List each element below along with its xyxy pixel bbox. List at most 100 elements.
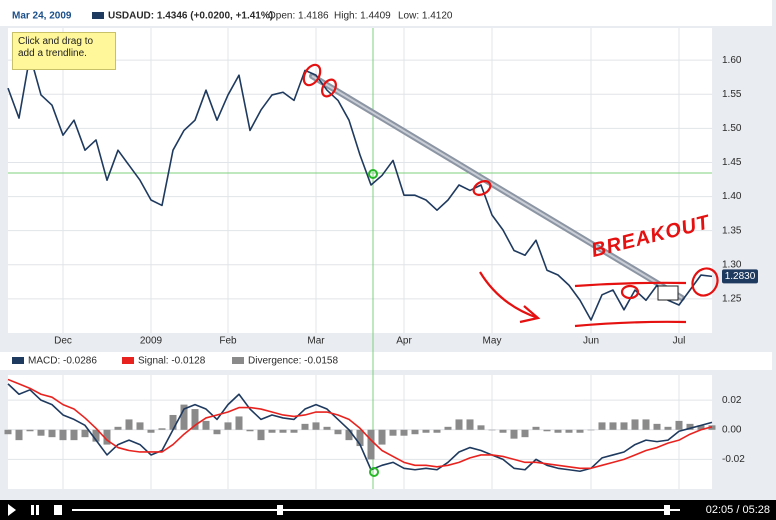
arrow-head [519, 305, 541, 324]
bar [224, 422, 232, 430]
bar [532, 426, 540, 430]
bar [26, 429, 34, 432]
bar [345, 429, 353, 441]
bar [356, 429, 364, 447]
bar [279, 429, 287, 433]
y-tick-label: 1.35 [722, 225, 742, 236]
bar [147, 429, 155, 433]
x-tick-label: Apr [396, 336, 412, 347]
bar [389, 429, 397, 436]
y-tick-label: 0.00 [722, 424, 742, 435]
stat: Low: 1.4120 [398, 11, 453, 22]
bar [444, 426, 452, 430]
pause-button[interactable] [36, 505, 39, 515]
bar [136, 422, 144, 430]
bar [609, 422, 617, 430]
bar [125, 419, 133, 430]
line [7, 383, 713, 473]
arrow [479, 271, 539, 320]
bar [334, 429, 342, 435]
circle [472, 180, 492, 196]
stop-button[interactable] [54, 505, 62, 515]
circle [302, 63, 322, 87]
bar [554, 429, 562, 433]
trendline-inner [311, 75, 683, 299]
x-tick-label: Mar [307, 336, 325, 347]
bar [312, 422, 320, 430]
bar [378, 429, 386, 445]
bar [433, 429, 441, 433]
circle [321, 78, 337, 98]
legend-label: Divergence: -0.0158 [248, 356, 338, 367]
bar [598, 422, 606, 430]
x-tick-label: May [483, 336, 502, 347]
bar [114, 426, 122, 430]
underline [574, 320, 687, 328]
pause-button[interactable] [31, 505, 34, 515]
legend-label: MACD: -0.0286 [28, 356, 97, 367]
bar [664, 426, 672, 430]
date: Mar 24, 2009 [12, 11, 72, 22]
x-tick-label: Jul [673, 336, 686, 347]
marker [369, 467, 379, 477]
last-price-box [722, 269, 758, 284]
progress-end [664, 505, 670, 515]
bar [455, 419, 463, 430]
bar [59, 429, 67, 441]
bar [70, 429, 78, 441]
play-button[interactable] [8, 504, 16, 516]
bar [158, 428, 166, 430]
tooltip: Click and drag to add a trendline. [12, 32, 116, 70]
bar [675, 420, 683, 430]
y-tick-label: 0.02 [722, 395, 742, 406]
bar [466, 419, 474, 430]
bar [169, 414, 177, 430]
bar [510, 429, 518, 439]
x-tick-label: Feb [219, 336, 237, 347]
legend-label: USDAUD: 1.4346 (+0.0200, +1.41%) [108, 11, 273, 22]
bar [37, 429, 45, 436]
last-price-label: 1.2830 [725, 271, 756, 282]
y-tick-label: 1.60 [722, 55, 742, 66]
bar [587, 429, 595, 431]
legend-swatch [12, 357, 24, 364]
bar [631, 419, 639, 430]
bar [411, 429, 419, 435]
legend-swatch [122, 357, 134, 364]
bar [499, 429, 507, 433]
bar [213, 429, 221, 435]
bar [246, 429, 254, 432]
bar [257, 429, 265, 441]
bar [367, 429, 375, 460]
y-tick-label: 1.40 [722, 191, 742, 202]
x-tick-label: 2009 [140, 336, 163, 347]
bar [686, 423, 694, 430]
bar [48, 429, 56, 438]
bar [422, 429, 430, 433]
bar [268, 429, 276, 433]
bar [323, 426, 331, 430]
progress-knob[interactable] [277, 505, 283, 515]
y-tick-label: 1.30 [722, 259, 742, 270]
header-bar [0, 0, 772, 26]
marker [368, 169, 378, 179]
bar [4, 429, 12, 435]
y-tick-label: 1.25 [722, 294, 742, 305]
annotations [302, 63, 719, 328]
bar [81, 429, 89, 438]
bar [565, 429, 573, 433]
bar [521, 429, 529, 438]
price-plot [8, 28, 712, 333]
y-tick-label: 1.55 [722, 89, 742, 100]
x-tick-label: Dec [54, 336, 72, 347]
bar [488, 429, 496, 431]
time: 02:05 / 05:28 [706, 504, 770, 516]
bar [642, 419, 650, 430]
bar [235, 416, 243, 430]
legend-swatch [232, 357, 244, 364]
y-tick-label: -0.02 [722, 454, 745, 465]
bar [202, 420, 210, 430]
bar [103, 429, 111, 445]
legend-label: Signal: -0.0128 [138, 356, 206, 367]
bar [697, 425, 705, 430]
